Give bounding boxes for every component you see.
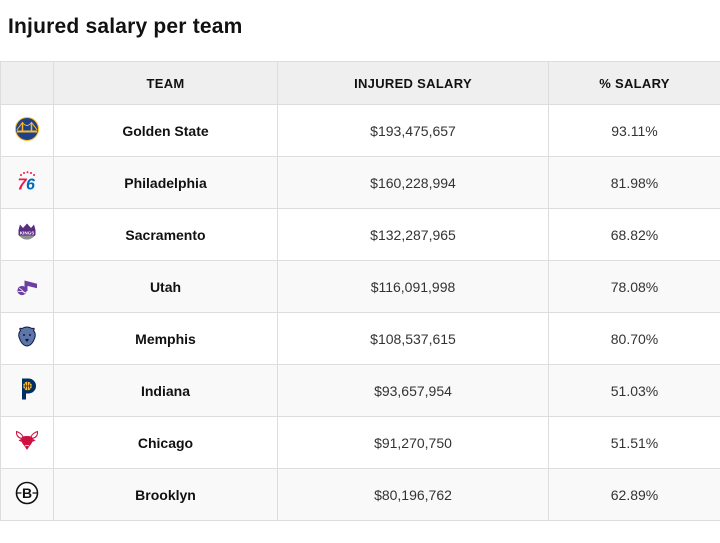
team-logo-cell	[1, 105, 54, 157]
team-logo-cell: 7 6	[1, 157, 54, 209]
table-header: TEAM INJURED SALARY % SALARY	[1, 62, 720, 105]
team-name-cell: Philadelphia	[54, 157, 278, 209]
header-row: TEAM INJURED SALARY % SALARY	[1, 62, 720, 105]
team-logo-cell	[1, 417, 54, 469]
percent-salary-cell: 81.98%	[549, 157, 720, 209]
svg-text:B: B	[22, 485, 32, 501]
team-name-cell: Sacramento	[54, 209, 278, 261]
svg-text:6: 6	[26, 177, 35, 194]
injured-salary-cell: $91,270,750	[278, 417, 549, 469]
injured-salary-cell: $93,657,954	[278, 365, 549, 417]
column-header-team: TEAM	[54, 62, 278, 105]
percent-salary-cell: 51.51%	[549, 417, 720, 469]
grizzlies-logo-icon	[13, 323, 41, 351]
team-name-cell: Chicago	[54, 417, 278, 469]
injured-salary-cell: $193,475,657	[278, 105, 549, 157]
column-header-logo	[1, 62, 54, 105]
team-logo-cell	[1, 313, 54, 365]
team-name-cell: Golden State	[54, 105, 278, 157]
team-name-cell: Indiana	[54, 365, 278, 417]
injured-salary-cell: $132,287,965	[278, 209, 549, 261]
team-logo-cell: KINGS	[1, 209, 54, 261]
injured-salary-cell: $80,196,762	[278, 469, 549, 521]
column-header-injured-salary: INJURED SALARY	[278, 62, 549, 105]
injured-salary-cell: $108,537,615	[278, 313, 549, 365]
pacers-logo-icon	[13, 375, 41, 403]
warriors-logo-icon	[13, 115, 41, 143]
team-name-cell: Utah	[54, 261, 278, 313]
injured-salary-cell: $116,091,998	[278, 261, 549, 313]
percent-salary-cell: 62.89%	[549, 469, 720, 521]
jazz-logo-icon	[13, 271, 41, 299]
svg-text:KINGS: KINGS	[20, 231, 35, 236]
percent-salary-cell: 78.08%	[549, 261, 720, 313]
nets-logo-icon: B	[13, 479, 41, 507]
team-name-cell: Memphis	[54, 313, 278, 365]
percent-salary-cell: 51.03%	[549, 365, 720, 417]
bulls-logo-icon	[13, 427, 41, 455]
team-logo-cell	[1, 261, 54, 313]
injured-salary-cell: $160,228,994	[278, 157, 549, 209]
team-logo-cell	[1, 365, 54, 417]
percent-salary-cell: 68.82%	[549, 209, 720, 261]
column-header-percent-salary: % SALARY	[549, 62, 720, 105]
team-name-cell: Brooklyn	[54, 469, 278, 521]
page-title: Injured salary per team	[8, 14, 720, 40]
sixers-logo-icon: 7 6	[13, 167, 41, 195]
team-logo-cell: B	[1, 469, 54, 521]
kings-logo-icon: KINGS	[13, 219, 41, 247]
percent-salary-cell: 80.70%	[549, 313, 720, 365]
injured-salary-table: TEAM INJURED SALARY % SALARY Golden Stat…	[0, 61, 720, 521]
percent-salary-cell: 93.11%	[549, 105, 720, 157]
